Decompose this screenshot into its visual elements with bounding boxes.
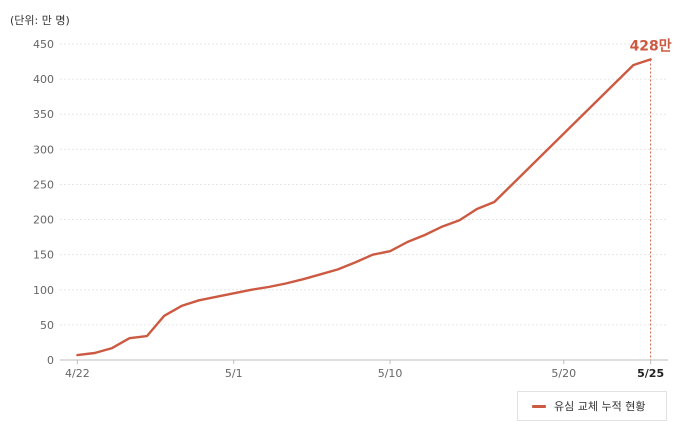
y-tick-label: 350: [33, 108, 54, 121]
unit-label: (단위: 만 명): [10, 14, 70, 27]
x-tick-label: 5/20: [551, 367, 576, 380]
y-tick-label: 200: [33, 214, 54, 227]
series-line: [76, 58, 652, 357]
y-tick-label: 300: [33, 143, 54, 156]
y-tick-label: 0: [47, 354, 54, 367]
y-tick-label: 100: [33, 284, 54, 297]
legend-label: 유심 교체 누적 현황: [554, 400, 646, 413]
annotation-label: 428만: [630, 38, 672, 54]
y-tick-label: 50: [40, 319, 54, 332]
x-tick-label: 5/1: [225, 367, 243, 380]
y-tick-label: 400: [33, 73, 54, 86]
y-tick-label: 150: [33, 249, 54, 262]
y-tick-label: 450: [33, 38, 54, 51]
legend-swatch: [532, 404, 546, 408]
x-tick-label: 4/22: [65, 367, 90, 380]
legend: 유심 교체 누적 현황: [517, 391, 667, 421]
x-tick-label: 5/10: [378, 367, 403, 380]
x-tick-label: 5/25: [637, 367, 664, 380]
y-tick-label: 250: [33, 178, 54, 191]
